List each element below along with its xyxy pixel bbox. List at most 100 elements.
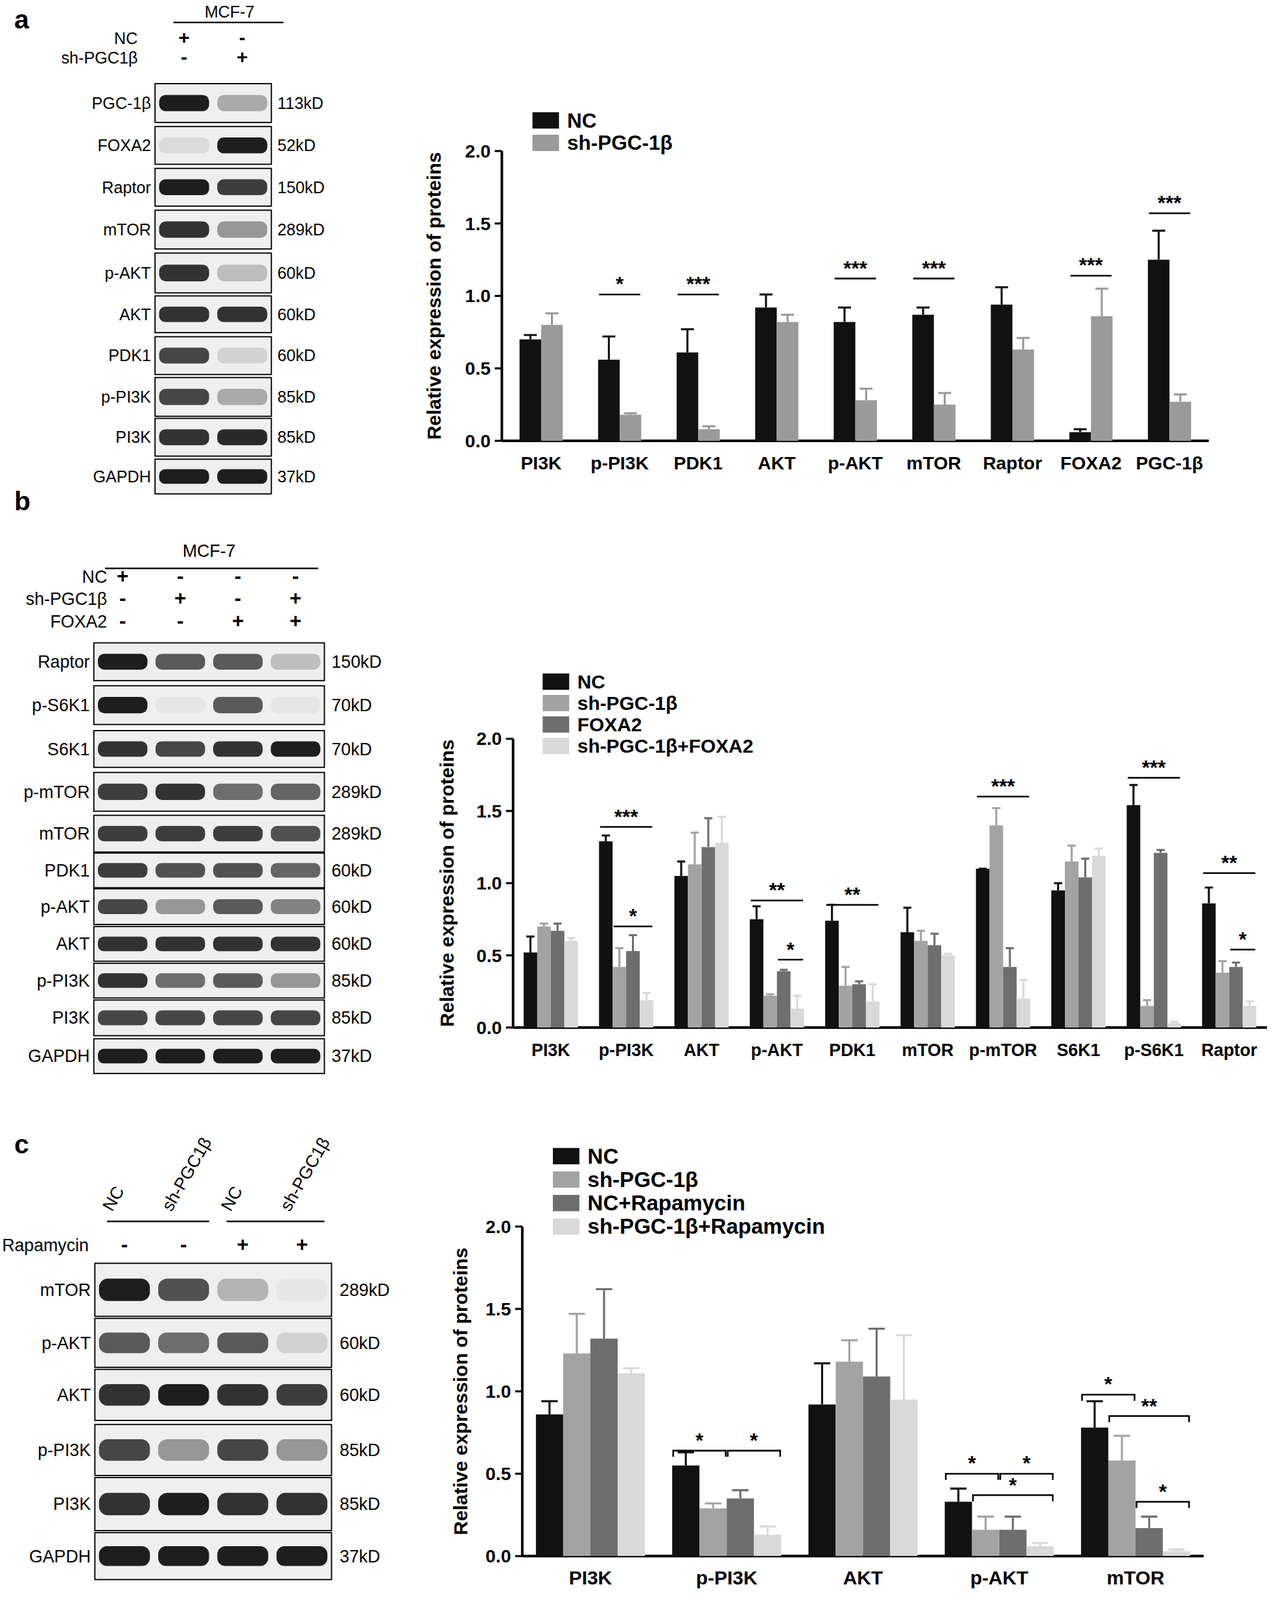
error-bar — [553, 923, 562, 931]
significance-label: * — [1022, 1451, 1032, 1475]
band — [270, 936, 321, 951]
significance-label: ** — [768, 878, 785, 902]
bar — [749, 919, 764, 1028]
bar — [1090, 316, 1113, 441]
band — [217, 94, 268, 111]
row-size: 150kD — [331, 652, 382, 672]
error-line — [1120, 1435, 1123, 1461]
condition-sign: + — [174, 586, 187, 610]
error-bar — [539, 923, 549, 927]
legend-label: sh-PGC-1β — [577, 692, 678, 714]
error-bar — [1218, 961, 1227, 973]
error-bar — [759, 1526, 776, 1535]
legend-swatch — [532, 112, 560, 129]
bar — [913, 940, 928, 1028]
error-cap — [677, 860, 686, 863]
bar — [1003, 966, 1017, 1028]
error-line — [995, 807, 998, 826]
error-line — [1070, 845, 1073, 861]
bar — [519, 339, 542, 441]
error-bar — [704, 817, 713, 848]
error-bar — [1140, 1515, 1157, 1528]
y-tick-label: 2.0 — [465, 140, 491, 162]
bar — [972, 1529, 1000, 1557]
bar — [617, 1372, 645, 1556]
significance-label: *** — [1157, 191, 1182, 215]
bar — [1169, 401, 1191, 441]
row-label: PDK1 — [44, 860, 91, 881]
error-bar — [624, 412, 638, 415]
row-label: GAPDH — [29, 1546, 91, 1566]
y-axis-label: Relative expression of proteins — [449, 1247, 472, 1535]
error-line — [556, 923, 559, 931]
condition-sign: - — [176, 609, 184, 632]
band — [270, 898, 321, 914]
x-tick-label: PI3K — [569, 1566, 613, 1588]
band — [99, 1438, 151, 1461]
error-cap — [895, 1333, 912, 1336]
blot-box — [154, 83, 271, 123]
band — [159, 469, 210, 484]
error-line — [957, 1488, 960, 1502]
significance-label: *** — [843, 257, 868, 280]
significance-label: * — [786, 938, 796, 962]
error-line — [1093, 1400, 1096, 1428]
band — [99, 1492, 151, 1515]
significance-label: * — [1009, 1473, 1018, 1497]
error-cap — [868, 1327, 885, 1330]
row-size: 70kD — [331, 695, 372, 715]
legend-swatch — [552, 1217, 580, 1235]
row-label: mTOR — [40, 1280, 91, 1300]
band — [159, 94, 210, 111]
blot: cNCsh-PGC1βNCsh-PGC1βRapamycin--++mTOR28… — [1, 1129, 390, 1580]
error-cap — [838, 306, 852, 309]
error-cap — [1156, 848, 1165, 851]
error-line — [548, 1400, 551, 1414]
error-line — [796, 995, 799, 1009]
error-line — [631, 934, 634, 951]
band — [159, 388, 210, 406]
band — [159, 264, 210, 282]
row-size: 60kD — [277, 305, 316, 324]
row-size: 60kD — [277, 263, 316, 282]
error-bar — [895, 1335, 912, 1400]
band — [159, 221, 210, 238]
condition-sign: - — [119, 586, 126, 610]
error-bar — [702, 426, 716, 430]
error-bar — [978, 867, 988, 870]
y-axis — [500, 151, 503, 441]
error-cap — [1232, 961, 1241, 964]
condition-sign: - — [234, 586, 242, 610]
bar — [763, 995, 778, 1028]
row-size: 37kD — [331, 1046, 372, 1066]
error-bar — [602, 336, 616, 360]
error-cap — [950, 1487, 967, 1490]
error-line — [1147, 1515, 1150, 1528]
blot-box — [154, 458, 271, 494]
bar — [619, 414, 642, 441]
error-cap — [705, 1501, 722, 1504]
band — [213, 1048, 263, 1063]
legend-label: NC+Rapamycin — [587, 1190, 746, 1215]
band — [213, 653, 263, 669]
error-line — [1057, 882, 1060, 890]
error-cap — [779, 968, 789, 971]
band — [155, 696, 205, 713]
row-size: 289kD — [331, 823, 382, 844]
significance-label: * — [968, 1451, 977, 1475]
error-cap — [545, 312, 559, 315]
y-axis — [512, 738, 515, 1028]
row-size: 85kD — [277, 387, 316, 406]
error-bar — [1016, 337, 1030, 350]
significance-label: *** — [1142, 756, 1167, 780]
row-label: Raptor — [101, 178, 152, 197]
bar — [941, 955, 955, 1028]
error-bar — [1167, 1549, 1185, 1551]
significance-label: * — [695, 1429, 704, 1452]
bar — [855, 399, 877, 441]
condition-label: sh-PGC1β — [60, 48, 138, 67]
row-size: 85kD — [339, 1440, 380, 1460]
x-tick-label: p-S6K1 — [1123, 1040, 1184, 1060]
significance-label: *** — [1079, 254, 1104, 277]
error-cap — [1073, 428, 1087, 431]
